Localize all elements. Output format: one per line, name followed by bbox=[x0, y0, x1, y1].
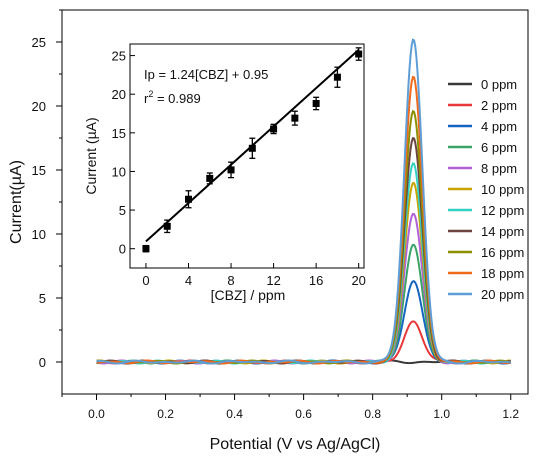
legend-label: 4 ppm bbox=[481, 119, 517, 134]
main-axes: 0.0 0.2 0.4 0.6 0.8 1.0 1.2 0 5 10 15 20 25 bbox=[32, 9, 519, 421]
inset-marks bbox=[142, 47, 363, 253]
main-y-tick-label: 20 bbox=[32, 99, 46, 114]
main-x-tick-label: 1.0 bbox=[433, 407, 450, 421]
legend: 0 ppm 2 ppm 4 ppm 6 ppm 8 ppm 10 ppm 12 ppm 14 … bbox=[448, 77, 524, 302]
series-curve-2-ppm bbox=[96, 320, 511, 365]
main-x-tick-label: 0.2 bbox=[157, 407, 174, 421]
inset-y-tick-label: 5 bbox=[119, 203, 126, 218]
legend-label: 2 ppm bbox=[481, 98, 517, 113]
inset-x-tick-label: 20 bbox=[351, 273, 365, 288]
inset-x-tick-label: 0 bbox=[142, 273, 149, 288]
main-y-axis-label: Current(µA) bbox=[8, 160, 25, 244]
legend-label: 20 ppm bbox=[481, 287, 524, 302]
main-x-tick-label: 0.8 bbox=[364, 407, 381, 421]
data-point bbox=[312, 99, 320, 107]
main-y-tick-label: 0 bbox=[39, 355, 46, 370]
main-y-tick-label: 25 bbox=[32, 35, 46, 50]
inset-x-tick-label: 4 bbox=[185, 273, 192, 288]
inset-y-tick-label: 0 bbox=[119, 242, 126, 257]
data-point bbox=[291, 114, 299, 122]
data-point bbox=[185, 195, 192, 203]
legend-label: 18 ppm bbox=[481, 266, 524, 281]
legend-label: 10 ppm bbox=[481, 182, 524, 197]
data-point bbox=[355, 50, 363, 58]
main-y-tick-label: 5 bbox=[39, 291, 46, 306]
main-x-tick-label: 0.4 bbox=[226, 407, 243, 421]
fit-equation: Ip = 1.24[CBZ] + 0.95 bbox=[144, 67, 268, 82]
main-x-tick-label: 0.6 bbox=[295, 407, 312, 421]
data-point bbox=[270, 125, 278, 133]
inset-y-tick-label: 10 bbox=[112, 164, 126, 179]
legend-label: 12 ppm bbox=[481, 203, 524, 218]
data-point bbox=[142, 245, 150, 253]
r-squared-label: r2 = 0.989 bbox=[144, 89, 201, 106]
main-chart: 0.0 0.2 0.4 0.6 0.8 1.0 1.2 0 5 10 15 20 25 Potentia… bbox=[8, 9, 529, 453]
legend-label: 14 ppm bbox=[481, 224, 524, 239]
series-curve-18-ppm bbox=[96, 75, 511, 365]
data-point bbox=[206, 174, 214, 182]
inset-x-axis-label: [CBZ] / ppm bbox=[211, 287, 286, 303]
legend-label: 8 ppm bbox=[481, 161, 517, 176]
main-y-tick-label: 10 bbox=[32, 227, 46, 242]
main-x-tick-label: 0.0 bbox=[88, 407, 105, 421]
inset-chart: 0 4 8 12 16 20 0 5 10 15 20 25 Ip = 1.24[CBZ] + 0.9… bbox=[83, 43, 366, 303]
legend-label: 16 ppm bbox=[481, 245, 524, 260]
inset-x-tick-label: 16 bbox=[309, 273, 323, 288]
main-x-axis-label: Potential (V vs Ag/AgCl) bbox=[210, 436, 381, 453]
main-x-tick-label: 1.2 bbox=[502, 407, 519, 421]
data-point bbox=[163, 222, 171, 230]
data-point bbox=[333, 73, 341, 81]
inset-y-tick-label: 15 bbox=[112, 126, 126, 141]
main-curves bbox=[96, 38, 511, 365]
data-point bbox=[227, 166, 235, 174]
inset-y-axis-label: Current (µA) bbox=[83, 117, 99, 194]
inset-axes: 0 4 8 12 16 20 0 5 10 15 20 25 bbox=[112, 49, 366, 288]
inset-y-tick-label: 25 bbox=[112, 49, 126, 64]
main-y-tick-label: 15 bbox=[32, 163, 46, 178]
series-curve-20-ppm bbox=[96, 38, 511, 365]
inset-y-tick-label: 20 bbox=[112, 87, 126, 102]
data-point bbox=[248, 144, 256, 152]
legend-label: 0 ppm bbox=[481, 77, 517, 92]
legend-label: 6 ppm bbox=[481, 140, 517, 155]
inset-x-tick-label: 8 bbox=[227, 273, 234, 288]
inset-x-tick-label: 12 bbox=[266, 273, 280, 288]
